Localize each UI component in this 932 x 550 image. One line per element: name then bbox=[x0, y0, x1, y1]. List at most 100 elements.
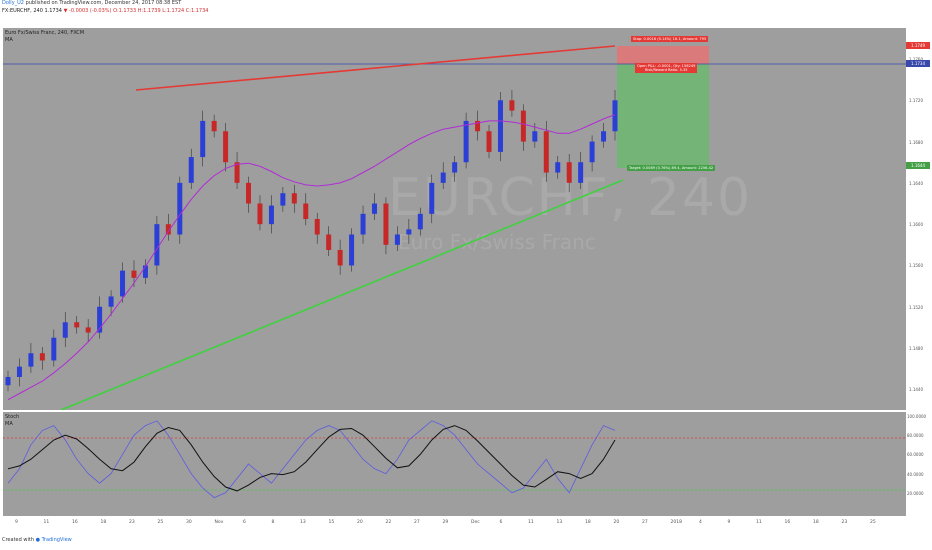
time-tick-label: 18 bbox=[813, 520, 819, 525]
time-tick-label: Nov bbox=[214, 520, 224, 525]
tradingview-brand[interactable]: TradingView bbox=[41, 537, 72, 543]
time-tick-label: 15 bbox=[328, 520, 335, 525]
candle-body bbox=[429, 182, 435, 214]
time-tick-label: 27 bbox=[414, 520, 420, 525]
price-tick-label: 1.1600 bbox=[909, 222, 923, 228]
stoch-ma-label: MA bbox=[5, 421, 13, 427]
candle-body bbox=[475, 120, 481, 132]
stop-zone bbox=[617, 46, 709, 64]
candle-body bbox=[211, 120, 217, 132]
stop-price-tag: 1.1749 bbox=[906, 42, 930, 49]
resistance-trendline bbox=[135, 45, 616, 91]
time-tick-label: 20 bbox=[613, 520, 620, 525]
time-tick-label: Dec bbox=[471, 520, 480, 525]
stoch-title: Stoch bbox=[5, 414, 20, 420]
candle-body bbox=[234, 162, 240, 183]
stoch-tick-label: 40.0000 bbox=[907, 471, 924, 477]
price-tick-label: 1.1760 bbox=[909, 57, 923, 62]
candle-body bbox=[486, 131, 492, 152]
time-tick-label: 29 bbox=[442, 520, 449, 525]
publish-header: Dolly_U2 published on TradingView.com, D… bbox=[2, 0, 181, 7]
candle-body bbox=[406, 229, 412, 235]
candle-body bbox=[520, 110, 526, 142]
candle-body bbox=[497, 100, 503, 152]
time-tick-label: 6 bbox=[499, 520, 503, 525]
candle-body bbox=[601, 131, 607, 142]
stoch-tick-label: 20.0000 bbox=[907, 490, 924, 496]
candle-body bbox=[154, 224, 160, 266]
time-tick-label: 25 bbox=[157, 520, 164, 525]
ma-label: MA bbox=[5, 37, 13, 43]
candle-body bbox=[108, 296, 114, 307]
price-tick-label: 1.1560 bbox=[909, 263, 923, 269]
candle-body bbox=[589, 141, 595, 163]
candle-body bbox=[463, 120, 469, 163]
price-axis[interactable]: 1.1760 1.1720 1.1680 1.1640 1.1600 1.1560 1.15… bbox=[906, 28, 932, 518]
time-tick-label: 13 bbox=[556, 520, 563, 525]
stoch-d-line bbox=[7, 425, 616, 492]
entry-label[interactable]: Open P&L: -0.0001, Qty: 156249 Risk/Rewa… bbox=[635, 63, 698, 74]
time-tick-label: 9 bbox=[727, 520, 731, 525]
symbol-name: FX:EURCHF, 240 bbox=[2, 8, 43, 14]
candle-body bbox=[28, 353, 34, 367]
stoch-legend: Stoch MA bbox=[5, 414, 19, 428]
time-tick-label: 11 bbox=[756, 520, 762, 525]
price-tick-label: 1.1680 bbox=[909, 139, 923, 145]
time-tick-label: 11 bbox=[43, 520, 50, 525]
candle-body bbox=[349, 234, 355, 266]
candle-body bbox=[509, 100, 515, 111]
price-chart-pane[interactable]: EURCHF, 240 Euro Fx/Swiss Franc Euro Fx/… bbox=[3, 28, 906, 410]
name-watermark: Euro Fx/Swiss Franc bbox=[398, 230, 596, 254]
candle-body bbox=[120, 270, 126, 297]
time-tick-label: 2018 bbox=[670, 520, 682, 525]
time-tick-label: 23 bbox=[129, 520, 135, 525]
ohlc-values: O:1.1733 H:1.1739 L:1.1724 C:1.1734 bbox=[113, 8, 209, 14]
time-tick-label: 22 bbox=[385, 520, 392, 525]
candle-body bbox=[303, 203, 309, 219]
candle-body bbox=[543, 131, 549, 173]
candle-body bbox=[566, 162, 572, 183]
price-tick-label: 1.1720 bbox=[909, 98, 923, 104]
candle-body bbox=[177, 182, 183, 235]
candle-body bbox=[62, 322, 68, 338]
stochastic-pane[interactable]: Stoch MA bbox=[3, 412, 906, 516]
target-label[interactable]: Target: 0.0089 (0.76%) 89.4, Amount: 225… bbox=[627, 165, 716, 172]
candle-body bbox=[223, 131, 229, 163]
author-name[interactable]: Dolly_U2 bbox=[2, 0, 24, 6]
time-axis[interactable]: 9 11 16 18 23 25 30 Nov 6 8 13 15 20 22 27 29 Dec 6 11 13 18… bbox=[3, 517, 906, 529]
footer: Created with ● TradingView bbox=[2, 537, 72, 543]
pane-title: Euro Fx/Swiss Franc, 240, FXCM bbox=[5, 30, 85, 36]
time-tick-label: 4 bbox=[699, 520, 702, 525]
moving-average-line bbox=[7, 114, 616, 401]
created-with-text: Created with bbox=[2, 537, 34, 543]
candle-body bbox=[417, 213, 423, 230]
pane-legend: Euro Fx/Swiss Franc, 240, FXCM MA bbox=[5, 30, 84, 44]
time-tick-label: 25 bbox=[870, 520, 876, 525]
last-price-tag: 1.1734 bbox=[906, 60, 930, 67]
stop-label[interactable]: Stop: 0.0016 (0.14%) 16.1, Amount: 795 bbox=[631, 36, 709, 43]
candle-body bbox=[314, 219, 320, 235]
publish-info: published on TradingView.com, December 2… bbox=[25, 0, 182, 6]
stoch-tick-label: 100.0000 bbox=[907, 414, 927, 419]
price-tick-label: 1.1520 bbox=[909, 304, 923, 310]
candle-body bbox=[394, 234, 400, 245]
stoch-tick-label: 80.0000 bbox=[907, 433, 924, 439]
price-chart-svg bbox=[3, 45, 906, 410]
candle-body bbox=[291, 193, 297, 204]
time-tick-label: 9 bbox=[15, 520, 18, 525]
candle-body bbox=[360, 213, 366, 235]
candle-body bbox=[326, 234, 332, 250]
open-pnl-text: Open P&L: -0.0001, Qty: 156249 bbox=[637, 64, 696, 68]
candle-body bbox=[16, 366, 22, 377]
time-tick-label: 18 bbox=[100, 520, 107, 525]
candle-body bbox=[5, 376, 11, 386]
price-tick-label: 1.1640 bbox=[909, 180, 923, 186]
candle-body bbox=[383, 203, 389, 245]
time-tick-label: 27 bbox=[642, 520, 648, 525]
candle-body bbox=[440, 172, 446, 183]
candle-body bbox=[268, 205, 274, 225]
candle-body bbox=[578, 162, 584, 183]
price-tick-label: 1.1480 bbox=[909, 346, 923, 352]
candle-body bbox=[200, 120, 206, 158]
candle-body bbox=[257, 203, 263, 225]
